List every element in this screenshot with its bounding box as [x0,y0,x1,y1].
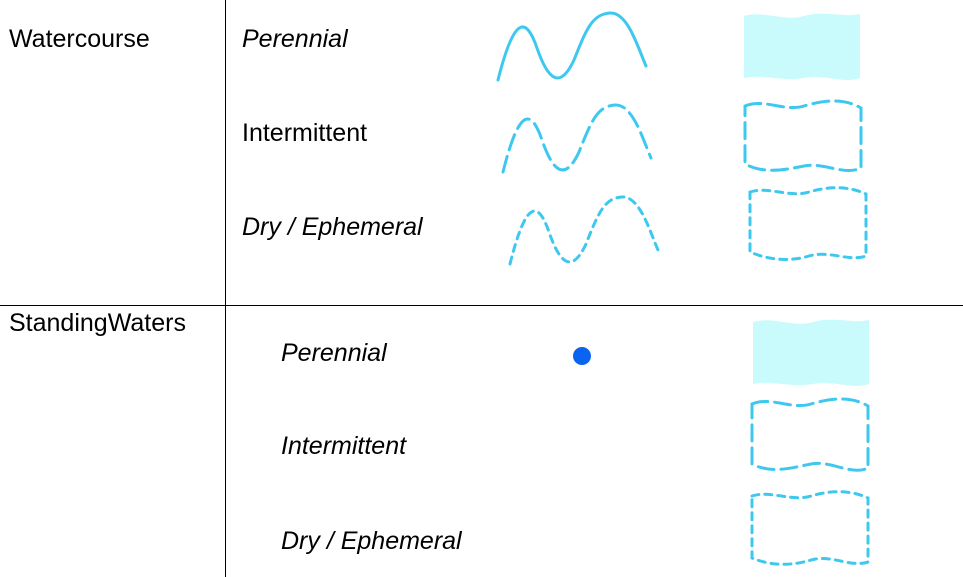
standingwaters-perennial-point-symbol [573,347,591,365]
standingwaters-dry-ephemeral-area-symbol [750,490,870,566]
watercourse-perennial-label: Perennial [242,25,348,53]
intermittent-line-symbol [501,103,653,174]
watercourse-intermittent-area-symbol [743,99,863,172]
watercourse-dry-ephemeral-label: Dry / Ephemeral [242,213,423,241]
category-standingwaters-label: StandingWaters [9,309,186,337]
standingwaters-dry-ephemeral-label: Dry / Ephemeral [281,527,462,555]
standingwaters-intermittent-area-symbol [750,397,870,472]
perennial-line-symbol [496,11,648,82]
column-divider [225,0,226,577]
standingwaters-intermittent-label: Intermittent [281,432,407,460]
dry-ephemeral-line-symbol [508,195,660,266]
category-watercourse-label: Watercourse [9,25,150,53]
watercourse-intermittent-label: Intermittent [242,119,368,147]
watercourse-perennial-area-symbol [744,13,860,80]
standingwaters-perennial-label: Perennial [281,339,387,367]
row-divider [0,305,963,306]
watercourse-dry-ephemeral-area-symbol [748,186,868,261]
standingwaters-perennial-area-symbol [753,319,869,386]
